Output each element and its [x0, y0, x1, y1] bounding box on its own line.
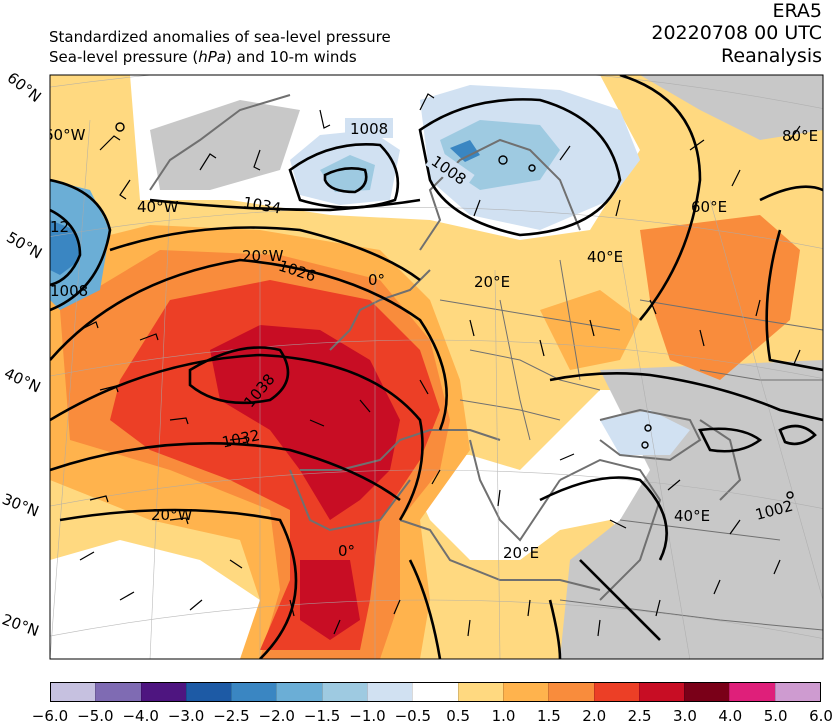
- colorbar-tick-label: −6.0: [31, 707, 69, 725]
- anomaly-neg-westlow-core: [50, 220, 80, 275]
- anomaly-2.5-south: [300, 560, 360, 640]
- colorbar-segment: [774, 683, 821, 701]
- lon-label: 20°W: [151, 506, 193, 524]
- colorbar-segment: [412, 683, 458, 701]
- anomaly-1.0-east: [540, 290, 640, 370]
- wind-barbs: [79, 93, 801, 637]
- lon-label: 20°W: [242, 247, 284, 265]
- colorbar-segment: [51, 683, 96, 701]
- colorbar-tick-label: −1.5: [303, 707, 341, 725]
- colorbar-tick-label: 4.0: [718, 707, 743, 725]
- colorbar-segment: [457, 683, 503, 701]
- isobar-label: 1008: [350, 120, 388, 138]
- title-line-1: Standardized anomalies of sea-level pres…: [49, 28, 391, 46]
- colorbar-segment: [321, 683, 368, 701]
- coastlines: [149, 94, 742, 601]
- pressure-unit: hPa: [198, 48, 226, 66]
- dataset-label: ERA5: [772, 0, 822, 22]
- colorbar-ticks: −6.0 −5.0 −4.0 −3.0 −2.5 −2.0 −1.5 −1.0 −0.5 0.5 1…: [32, 707, 833, 725]
- lon-label: 0°: [368, 271, 385, 289]
- anomaly-neg-blacksea: [600, 410, 690, 455]
- lat-label: 50°N: [3, 228, 45, 262]
- colorbar-segment: [367, 683, 413, 701]
- lon-label: 40°W: [137, 198, 179, 216]
- title-line-2-prefix: Sea-level pressure (: [49, 48, 199, 66]
- colorbar-tick-label: 3.0: [673, 707, 697, 725]
- lon-label: 60°E: [691, 198, 727, 216]
- colorbar-segment: [729, 683, 775, 701]
- product-label: Reanalysis: [721, 45, 822, 67]
- datetime-label: 20220708 00 UTC: [651, 22, 822, 44]
- isobar-label: 12: [50, 218, 69, 236]
- colorbar-tick-label: 6.0: [809, 707, 833, 725]
- colorbar-segment: [140, 683, 186, 701]
- colorbar-segment: [593, 683, 639, 701]
- colorbar-tick-label: −1.0: [349, 707, 386, 725]
- lat-label: 60°N: [4, 69, 45, 106]
- colorbar-segment: [548, 683, 594, 701]
- isobar-label: 1008: [50, 282, 88, 300]
- colorbar-segment: [95, 683, 141, 701]
- land-mask-east: [560, 360, 823, 659]
- lon-label: 40°E: [587, 248, 623, 266]
- land-mask-north: [640, 75, 823, 140]
- lon-label: 0°: [338, 542, 355, 560]
- colorbar-tick-label: 5.0: [763, 707, 788, 725]
- lon-label: 80°E: [782, 127, 818, 145]
- colorbar-segment: [231, 683, 277, 701]
- colorbar-tick-label: −4.0: [122, 707, 159, 725]
- colorbar-tick-label: 1.5: [536, 707, 561, 725]
- anomaly-neg-mid-iceland: [320, 155, 375, 192]
- colorbar-tick-label: 1.0: [491, 707, 516, 725]
- title-line-2-suffix: ) and 10-m winds: [225, 48, 357, 66]
- anomaly-neg-core-scandinavia: [450, 140, 480, 162]
- title-line-2: Sea-level pressure (hPa) and 10-m winds: [49, 48, 357, 66]
- colorbar-segment: [684, 683, 730, 701]
- lat-label: 30°N: [0, 490, 41, 521]
- colorbar-tick-label: −2.0: [258, 707, 295, 725]
- near-zero-region-southwest: [50, 540, 260, 659]
- graticule: [50, 75, 823, 659]
- lon-label: 40°E: [674, 507, 710, 525]
- colorbar-segment: [276, 683, 322, 701]
- colorbar-tick-label: −0.5: [394, 707, 432, 725]
- colorbar-tick-label: −5.0: [77, 707, 114, 725]
- colorbar-tick-label: −2.5: [213, 707, 250, 725]
- country-borders: [439, 259, 823, 631]
- lat-label: 20°N: [0, 610, 41, 640]
- colorbar-tick-label: 0.5: [446, 707, 471, 725]
- lon-label: 20°E: [474, 273, 510, 291]
- lat-label: 40°N: [1, 364, 43, 396]
- isobars: [50, 75, 823, 659]
- colorbar-segment: [502, 683, 549, 701]
- colorbar-tick-label: −3.0: [167, 707, 205, 725]
- map-frame: [49, 74, 824, 660]
- isobar-thin: [115, 122, 794, 499]
- colorbar: [50, 682, 821, 702]
- colorbar-tick-label: 2.0: [582, 707, 607, 725]
- lon-label: 20°E: [503, 544, 539, 562]
- colorbar-segment: [185, 683, 232, 701]
- land-mask-greenland: [150, 100, 300, 190]
- colorbar-segment: [638, 683, 685, 701]
- lon-label: 60°W: [44, 126, 86, 144]
- colorbar-tick-label: 2.5: [627, 707, 652, 725]
